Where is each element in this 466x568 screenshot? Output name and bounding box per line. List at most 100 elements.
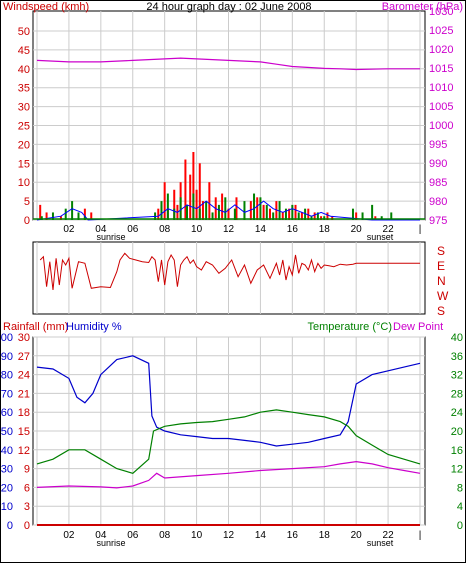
- temperature-tick-label: 28: [451, 388, 463, 400]
- wind-tick-label: 10: [18, 177, 30, 189]
- x-tick-label: 14: [255, 530, 267, 541]
- sunrise-label-bottom: sunrise: [96, 538, 125, 548]
- temperature-tick-label: 4: [457, 501, 463, 513]
- humidity-tick-label: 100: [0, 332, 13, 344]
- rainfall-tick-label: 12: [18, 445, 30, 457]
- humidity-line: [36, 355, 421, 447]
- barometer-tick-label: 1010: [429, 82, 453, 94]
- rainfall-tick-label: 15: [18, 426, 30, 438]
- wind-direction-line: [39, 252, 420, 291]
- humidity-tick-label: 90: [1, 351, 13, 363]
- humidity-tick-label: 50: [1, 426, 13, 438]
- wind-tick-label: 50: [18, 26, 30, 38]
- temperature-tick-label: 12: [451, 464, 463, 476]
- wind-axis-title: Windspeed (kmh): [3, 1, 89, 13]
- x-tick-label: 12: [223, 224, 235, 235]
- direction-label: N: [437, 274, 446, 288]
- direction-label: E: [437, 259, 445, 273]
- temperature-tick-label: 16: [451, 445, 463, 457]
- x-tick-label: 10: [191, 224, 203, 235]
- x-tick-label: 20: [351, 530, 363, 541]
- wind-tick-label: 15: [18, 158, 30, 170]
- x-tick-label: 04: [95, 530, 107, 541]
- rainfall-tick-label: 3: [24, 501, 30, 513]
- rainfall-tick-label: 24: [18, 370, 30, 382]
- wind-tick-label: 45: [18, 45, 30, 57]
- humidity-tick-label: 20: [1, 482, 13, 494]
- x-tick-label: 06: [127, 224, 139, 235]
- rainfall-tick-label: 9: [24, 464, 30, 476]
- x-tick-label: 02: [63, 530, 75, 541]
- humidity-tick-label: 30: [1, 464, 13, 476]
- sunset-label-top: sunset: [367, 232, 394, 242]
- x-tick-label: 14: [255, 224, 267, 235]
- series-layer: [33, 57, 425, 526]
- direction-label: W: [437, 289, 449, 303]
- dewpoint-line: [36, 460, 421, 489]
- x-tick-label: 02: [63, 224, 75, 235]
- temperature-tick-label: 36: [451, 351, 463, 363]
- rainfall-tick-label: 6: [24, 482, 30, 494]
- humidity-tick-label: 0: [7, 520, 13, 532]
- dewpoint-axis-title: Dew Point: [393, 321, 443, 333]
- rainfall-tick-label: 30: [18, 332, 30, 344]
- barometer-tick-label: 1020: [429, 44, 453, 56]
- wind-tick-label: 5: [24, 196, 30, 208]
- temperature-tick-label: 0: [457, 520, 463, 532]
- sunrise-label-top: sunrise: [96, 232, 125, 242]
- x-tick-label: 18: [319, 224, 331, 235]
- x-tick-label: 12: [223, 530, 235, 541]
- rainfall-tick-label: 27: [18, 351, 30, 363]
- chart-title: 24 hour graph day : 02 June 2008: [146, 1, 311, 13]
- x-tick-label: 18: [319, 530, 331, 541]
- barometer-tick-label: 995: [429, 139, 447, 151]
- x-tick-label: 06: [127, 530, 139, 541]
- humidity-tick-label: 80: [1, 370, 13, 382]
- barometer-tick-label: 975: [429, 215, 447, 227]
- x-tick-label: 08: [159, 530, 171, 541]
- temperature-tick-label: 8: [457, 482, 463, 494]
- temperature-line: [36, 409, 421, 474]
- x-tick-label: 16: [287, 224, 299, 235]
- x-tick-label: |: [419, 224, 422, 235]
- humidity-tick-label: 70: [1, 388, 13, 400]
- tick-labels: 0510152025303540455097598098599099510001…: [0, 6, 463, 541]
- barometer-tick-label: 985: [429, 177, 447, 189]
- direction-label: S: [437, 244, 445, 258]
- sunset-label-bottom: sunset: [367, 538, 394, 548]
- wind-tick-label: 0: [24, 215, 30, 227]
- direction-label: S: [437, 304, 445, 318]
- barometer-line: [36, 57, 420, 71]
- x-tick-label: 08: [159, 224, 171, 235]
- rainfall-axis-title: Rainfall (mm): [3, 321, 68, 333]
- rainfall-tick-label: 18: [18, 407, 30, 419]
- grid: [33, 11, 425, 526]
- barometer-tick-label: 1015: [429, 63, 453, 75]
- humidity-axis-title: Humidity %: [66, 321, 122, 333]
- humidity-tick-label: 60: [1, 407, 13, 419]
- x-tick-label: |: [419, 530, 422, 541]
- barometer-tick-label: 990: [429, 158, 447, 170]
- x-tick-label: 20: [351, 224, 363, 235]
- x-tick-label: 10: [191, 530, 203, 541]
- x-tick-label: 16: [287, 530, 299, 541]
- rainfall-tick-label: 0: [24, 520, 30, 532]
- temperature-tick-label: 20: [451, 426, 463, 438]
- temperature-tick-label: 32: [451, 370, 463, 382]
- x-tick-label: 22: [383, 224, 395, 235]
- rainfall-tick-label: 21: [18, 388, 30, 400]
- wind-tick-label: 20: [18, 139, 30, 151]
- barometer-tick-label: 1030: [429, 6, 453, 18]
- wind-tick-label: 30: [18, 102, 30, 114]
- barometer-tick-label: 980: [429, 196, 447, 208]
- barometer-tick-label: 1005: [429, 101, 453, 113]
- barometer-tick-label: 1025: [429, 25, 453, 37]
- temperature-axis-title: Temperature (°C): [308, 321, 392, 333]
- humidity-tick-label: 10: [1, 501, 13, 513]
- x-tick-label: 04: [95, 224, 107, 235]
- temperature-tick-label: 40: [451, 332, 463, 344]
- wind-tick-label: 40: [18, 64, 30, 76]
- barometer-axis-title: Barometer (hPa): [382, 1, 463, 13]
